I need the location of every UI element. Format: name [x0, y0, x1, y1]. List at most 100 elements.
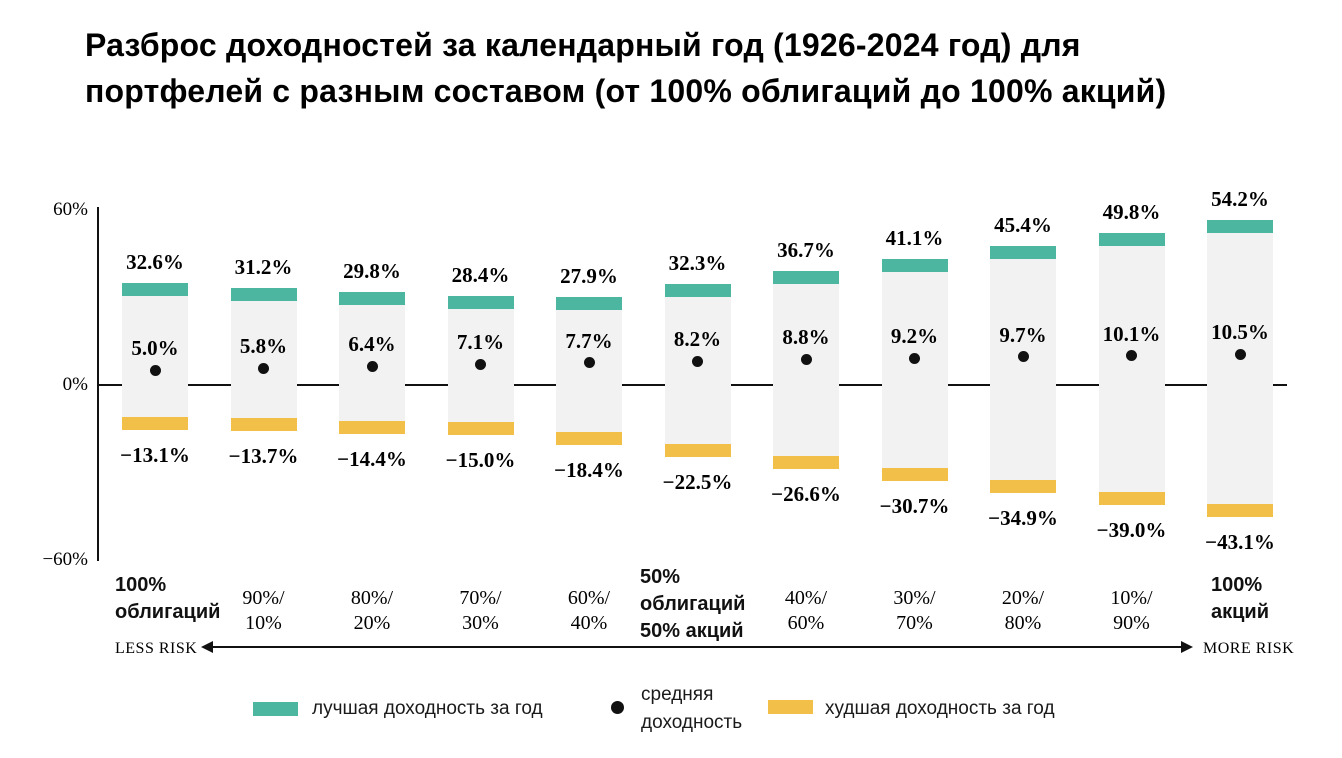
category-label-line: 20%/: [1001, 587, 1045, 609]
mean-value-label: 9.7%: [999, 322, 1047, 347]
worst-value-label: −43.1%: [1205, 530, 1275, 555]
category-label-line: 20%: [353, 612, 391, 634]
category-label-line: 40%: [570, 612, 608, 634]
category-label-line: 70%/: [459, 587, 502, 609]
bar-range: [1098, 233, 1165, 506]
category-label-line: облигаций: [115, 601, 221, 623]
category-label-line: 60%/: [567, 587, 611, 609]
bar-range: [230, 287, 297, 432]
worst-value-label: −15.0%: [445, 448, 516, 473]
legend-mean-label-line-2: доходность: [641, 712, 743, 733]
legend-best-swatch: [253, 702, 298, 716]
y-tick-label: 0%: [62, 374, 88, 395]
category-label: 20%/ 80%: [963, 586, 1083, 636]
legend-worst-swatch: [768, 700, 813, 714]
worst-cap: [230, 418, 297, 432]
mean-dot: [1017, 351, 1029, 363]
category-label: 40%/ 60%: [746, 586, 866, 636]
category-label: 50% облигаций 50% акций: [640, 564, 745, 645]
worst-cap: [339, 420, 405, 434]
best-cap: [1207, 220, 1273, 234]
best-value-label: 32.3%: [668, 251, 727, 276]
mean-dot: [149, 364, 161, 376]
category-label: 100% акций: [1211, 572, 1269, 626]
best-value-label: 27.9%: [560, 264, 618, 289]
bar-range: [881, 258, 948, 482]
worst-cap: [1207, 504, 1273, 518]
worst-cap: [881, 468, 948, 482]
chart-title: Разброс доходностей за календарный год (…: [85, 22, 1166, 114]
best-value-label: 29.8%: [343, 258, 401, 283]
category-label-line: 80%/: [350, 587, 394, 609]
bar-range: [990, 246, 1056, 494]
mean-dot: [475, 358, 486, 370]
category-label-line: 30%/: [893, 587, 936, 609]
category-label-line: акций: [1211, 601, 1270, 623]
category-label-line: 50%: [640, 566, 681, 588]
bar-range: [122, 283, 188, 430]
best-value-label: 49.8%: [1102, 200, 1161, 225]
category-label: 30%/ 70%: [855, 586, 975, 636]
mean-dot: [692, 355, 703, 367]
worst-cap: [122, 416, 188, 430]
category-label-line: 80%: [1004, 612, 1042, 634]
best-cap: [664, 284, 731, 298]
worst-value-label: −13.7%: [228, 444, 299, 469]
legend-mean-dot-icon: [611, 701, 624, 714]
best-value-label: 32.6%: [126, 250, 184, 275]
category-label: 100% облигаций: [115, 572, 220, 626]
worst-value-label: −18.4%: [554, 458, 624, 483]
mean-value-label: 7.7%: [565, 328, 613, 353]
category-label-line: 30%: [462, 612, 499, 634]
best-value-label: 36.7%: [777, 238, 835, 263]
mean-dot: [1234, 348, 1246, 360]
bar-range: [556, 297, 622, 446]
worst-value-label: −14.4%: [337, 446, 407, 471]
best-cap: [773, 271, 839, 285]
worst-value-label: −13.1%: [120, 442, 190, 467]
mean-value-label: 10.5%: [1211, 320, 1269, 345]
category-label: 70%/ 30%: [421, 586, 541, 636]
mean-value-label: 9.2%: [890, 324, 939, 349]
mean-value-label: 5.0%: [131, 336, 179, 361]
category-label-line: 10%: [245, 612, 282, 634]
best-cap: [1098, 233, 1165, 247]
legend-mean-label: средняя доходность: [641, 681, 742, 737]
chart-title-line-2: портфелей с разным составом (от 100% обл…: [85, 73, 1167, 109]
y-tick-label: −60%: [42, 549, 88, 570]
mean-value-label: 8.8%: [782, 325, 830, 350]
category-label-line: 60%: [787, 612, 825, 634]
mean-value-label: 10.1%: [1102, 321, 1161, 346]
mean-dot: [800, 353, 812, 365]
mean-value-label: 7.1%: [456, 330, 505, 355]
arrow-right-icon: [1181, 641, 1193, 653]
mean-dot: [366, 360, 378, 372]
best-cap: [122, 283, 188, 297]
more-risk-label: MORE RISK: [1203, 640, 1295, 657]
worst-cap: [664, 444, 731, 458]
category-label: 90%/ 10%: [204, 586, 324, 636]
worst-cap: [556, 432, 622, 446]
worst-cap: [773, 456, 839, 470]
bar-range: [664, 284, 731, 458]
y-tick-label: 60%: [53, 199, 88, 220]
legend-worst-label: худшая доходность за год: [825, 698, 1055, 719]
mean-value-label: 8.2%: [673, 327, 722, 352]
category-label: 10%/ 90%: [1072, 586, 1192, 636]
best-cap: [230, 287, 297, 301]
mean-value-label: 6.4%: [348, 332, 396, 357]
category-label-line: 40%/: [784, 587, 828, 609]
risk-axis-line: [210, 646, 1184, 648]
best-cap: [447, 295, 514, 309]
category-label: 60%/ 40%: [529, 586, 649, 636]
worst-value-label: −30.7%: [879, 494, 950, 519]
category-label-line: 10%/: [1110, 587, 1153, 609]
category-label-line: 50% акций: [640, 620, 744, 642]
mean-value-label: 5.8%: [239, 334, 288, 359]
worst-value-label: −26.6%: [771, 482, 841, 507]
arrow-left-icon: [201, 641, 213, 653]
best-value-label: 54.2%: [1211, 187, 1269, 212]
mean-dot: [258, 362, 269, 374]
category-label-line: 100%: [1211, 574, 1263, 596]
category-label-line: 100%: [115, 574, 167, 596]
